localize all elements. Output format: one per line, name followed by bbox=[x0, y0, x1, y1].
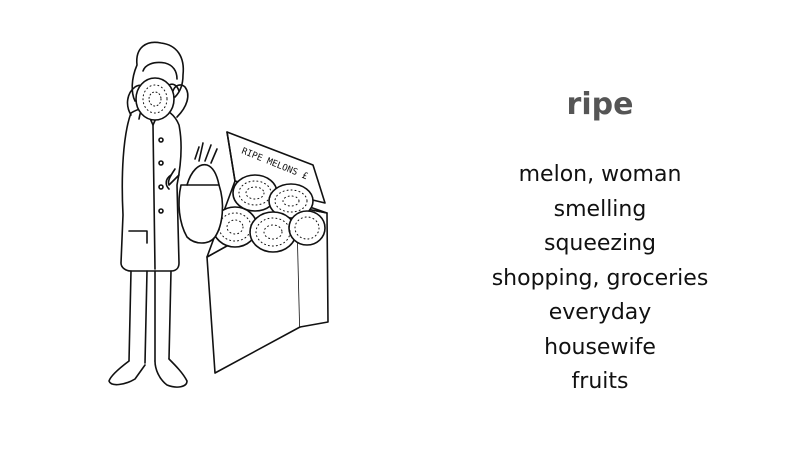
woman-smelling-melon-illustration: RIPE MELONS £ bbox=[108, 41, 329, 388]
keyword-item: fruits bbox=[571, 369, 629, 394]
keyword-list: melon, woman smelling squeezing shopping… bbox=[470, 158, 730, 400]
keyword-item: shopping, groceries bbox=[491, 265, 709, 291]
melon-crate: RIPE MELONS £ bbox=[206, 131, 329, 374]
keyword-item: smelling bbox=[553, 196, 647, 222]
keyword-item: melon, woman bbox=[518, 162, 682, 187]
keyword-item: squeezing bbox=[543, 231, 656, 256]
headword-title: ripe bbox=[566, 87, 634, 122]
keyword-item: everyday bbox=[548, 300, 652, 325]
woman-figure bbox=[108, 41, 224, 388]
keyword-item: housewife bbox=[544, 334, 656, 360]
word-panel: ripe melon, woman smelling squeezing sho… bbox=[470, 80, 730, 400]
